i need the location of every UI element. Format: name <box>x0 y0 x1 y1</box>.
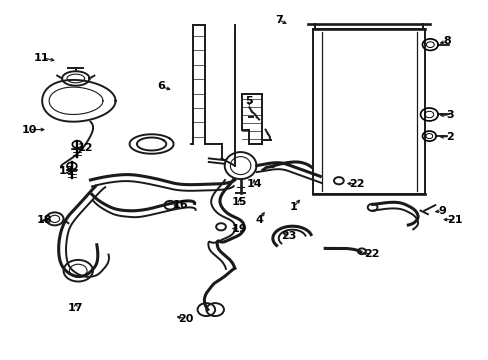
Text: 14: 14 <box>246 179 262 189</box>
Text: 12: 12 <box>78 143 93 153</box>
Text: 7: 7 <box>274 15 282 25</box>
Text: 19: 19 <box>231 224 247 234</box>
Text: 21: 21 <box>446 215 462 225</box>
Text: 9: 9 <box>438 206 446 216</box>
Text: 22: 22 <box>363 249 379 259</box>
Text: 13: 13 <box>58 166 74 176</box>
Text: 16: 16 <box>173 200 188 210</box>
Text: 1: 1 <box>289 202 297 212</box>
Text: 5: 5 <box>245 96 253 106</box>
Text: 3: 3 <box>445 110 453 120</box>
Text: 11: 11 <box>34 53 49 63</box>
Text: 6: 6 <box>157 81 165 91</box>
Text: 22: 22 <box>348 179 364 189</box>
Text: 17: 17 <box>68 303 83 313</box>
Text: 8: 8 <box>443 36 450 46</box>
Text: 2: 2 <box>445 132 453 142</box>
Text: 15: 15 <box>231 197 247 207</box>
Bar <box>312 29 425 194</box>
Text: 10: 10 <box>21 125 37 135</box>
Text: 18: 18 <box>36 215 52 225</box>
Text: 4: 4 <box>255 215 263 225</box>
Text: 23: 23 <box>280 231 296 241</box>
Text: 20: 20 <box>178 314 193 324</box>
